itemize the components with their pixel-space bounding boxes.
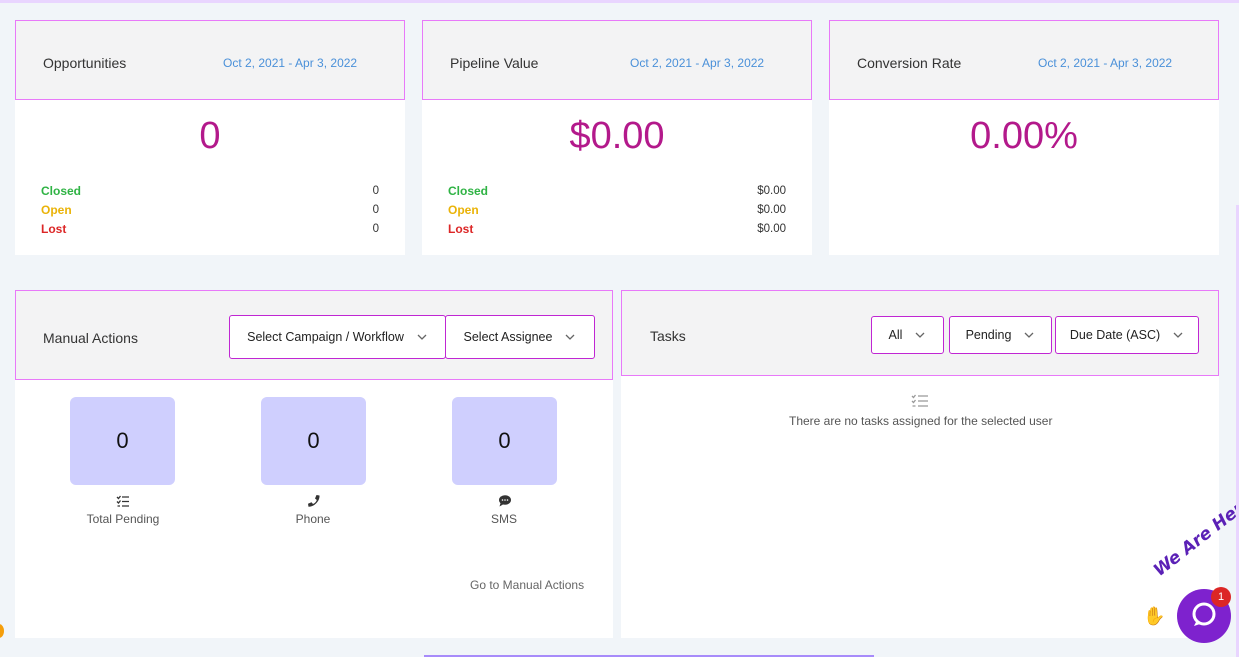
assignee-dropdown[interactable]: Select Assignee bbox=[445, 315, 595, 359]
bottom-scroll-indicator bbox=[424, 655, 874, 657]
wave-hand-icon: ✋ bbox=[1143, 606, 1166, 626]
manual-actions-title: Manual Actions bbox=[43, 330, 138, 346]
pipeline-header: Pipeline Value Oct 2, 2021 - Apr 3, 2022 bbox=[422, 20, 812, 100]
lost-value: 0 bbox=[372, 223, 379, 235]
phone-icon bbox=[307, 494, 321, 508]
campaign-dropdown[interactable]: Select Campaign / Workflow bbox=[229, 315, 446, 359]
chevron-down-icon bbox=[1023, 329, 1035, 341]
total-pending-label: Total Pending bbox=[86, 512, 160, 526]
go-to-manual-actions-link[interactable]: Go to Manual Actions bbox=[470, 578, 585, 592]
open-value: 0 bbox=[372, 204, 379, 216]
tasks-empty-message: There are no tasks assigned for the sele… bbox=[789, 414, 1053, 428]
tasks-header: Tasks All Pending Due Date (ASC) bbox=[621, 290, 1219, 376]
total-pending-box[interactable]: 0 bbox=[70, 397, 175, 485]
conversion-date-range[interactable]: Oct 2, 2021 - Apr 3, 2022 bbox=[1038, 56, 1173, 70]
manual-actions-header: Manual Actions Select Campaign / Workflo… bbox=[15, 290, 613, 380]
closed-value: $0.00 bbox=[757, 185, 786, 197]
opportunities-value: 0 bbox=[199, 115, 221, 157]
conversion-card: Conversion Rate Oct 2, 2021 - Apr 3, 202… bbox=[829, 20, 1219, 255]
chevron-down-icon bbox=[1172, 329, 1184, 341]
pipeline-title: Pipeline Value bbox=[450, 55, 539, 71]
chevron-down-icon bbox=[914, 329, 926, 341]
right-edge-border bbox=[1236, 205, 1239, 657]
pipeline-card: Pipeline Value Oct 2, 2021 - Apr 3, 2022… bbox=[422, 20, 812, 255]
assignee-dropdown-label: Select Assignee bbox=[463, 330, 553, 344]
left-edge-indicator bbox=[0, 624, 4, 638]
closed-label: Closed bbox=[448, 184, 489, 198]
conversion-title: Conversion Rate bbox=[857, 55, 962, 71]
tasks-card: Tasks All Pending Due Date (ASC) There a… bbox=[621, 290, 1219, 638]
closed-value: 0 bbox=[372, 185, 379, 197]
manual-actions-card: Manual Actions Select Campaign / Workflo… bbox=[15, 290, 613, 638]
campaign-dropdown-label: Select Campaign / Workflow bbox=[247, 330, 404, 344]
lost-value: $0.00 bbox=[757, 223, 786, 235]
opportunities-title: Opportunities bbox=[43, 55, 127, 71]
chevron-down-icon bbox=[564, 331, 576, 343]
filter-all-label: All bbox=[888, 328, 903, 342]
filter-all-dropdown[interactable]: All bbox=[871, 316, 944, 354]
lost-label: Lost bbox=[41, 222, 67, 236]
opportunities-header: Opportunities Oct 2, 2021 - Apr 3, 2022 bbox=[15, 20, 405, 100]
top-border bbox=[0, 0, 1239, 3]
closed-label: Closed bbox=[41, 184, 82, 198]
sms-count: 0 bbox=[498, 428, 511, 453]
chat-badge: 1 bbox=[1211, 587, 1231, 607]
list-check-icon bbox=[116, 494, 130, 508]
filter-status-label: Pending bbox=[965, 328, 1012, 342]
conversion-value: 0.00% bbox=[970, 115, 1078, 157]
opportunities-date-range[interactable]: Oct 2, 2021 - Apr 3, 2022 bbox=[223, 56, 358, 70]
tasks-title: Tasks bbox=[650, 328, 686, 344]
phone-box[interactable]: 0 bbox=[261, 397, 366, 485]
opportunities-card: Opportunities Oct 2, 2021 - Apr 3, 2022 … bbox=[15, 20, 405, 255]
sort-dropdown[interactable]: Due Date (ASC) bbox=[1055, 316, 1199, 354]
open-label: Open bbox=[448, 203, 479, 217]
sms-box[interactable]: 0 bbox=[452, 397, 557, 485]
phone-label: Phone bbox=[295, 512, 331, 526]
phone-count: 0 bbox=[307, 428, 320, 453]
conversion-header: Conversion Rate Oct 2, 2021 - Apr 3, 202… bbox=[829, 20, 1219, 100]
chevron-down-icon bbox=[416, 331, 428, 343]
lost-label: Lost bbox=[448, 222, 474, 236]
sms-label: SMS bbox=[490, 512, 517, 526]
chat-icon bbox=[498, 494, 512, 508]
open-value: $0.00 bbox=[757, 204, 786, 216]
sort-label: Due Date (ASC) bbox=[1069, 328, 1161, 342]
chat-icon bbox=[1190, 600, 1218, 633]
open-label: Open bbox=[41, 203, 72, 217]
pipeline-value: $0.00 bbox=[569, 115, 665, 157]
list-check-icon bbox=[911, 393, 929, 414]
pipeline-date-range[interactable]: Oct 2, 2021 - Apr 3, 2022 bbox=[630, 56, 765, 70]
filter-status-dropdown[interactable]: Pending bbox=[949, 316, 1052, 354]
total-pending-count: 0 bbox=[116, 428, 129, 453]
